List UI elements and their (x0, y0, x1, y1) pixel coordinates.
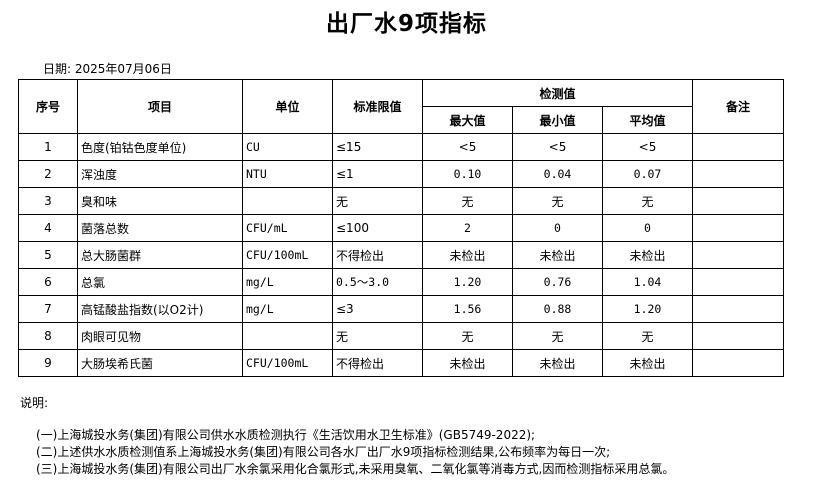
note-item: (三)上海城投水务(集团)有限公司出厂水余氯采用化合氯形式,未采用臭氧、二氧化氯… (36, 462, 675, 476)
cell-max: <5 (422, 133, 513, 161)
cell-remarks (692, 295, 784, 323)
table-row: 5 总大肠菌群 CFU/100mL 不得检出 未检出 未检出 未检出 (18, 241, 784, 269)
cell-item: 浑浊度 (77, 160, 243, 188)
header-measured: 检测值 (422, 79, 693, 107)
cell-min: 未检出 (512, 349, 603, 377)
cell-avg: 未检出 (602, 349, 693, 377)
cell-standard: 不得检出 (332, 241, 423, 269)
note-item: (一)上海城投水务(集团)有限公司供水水质检测执行《生活饮用水卫生标准》(GB5… (36, 428, 536, 442)
cell-standard: ≤100 (332, 214, 423, 242)
cell-remarks (692, 133, 784, 161)
cell-avg: 无 (602, 322, 693, 350)
header-unit: 单位 (242, 79, 333, 134)
cell-standard: ≤3 (332, 295, 423, 323)
cell-avg: 0 (602, 214, 693, 242)
cell-unit (242, 187, 333, 215)
cell-max: 无 (422, 187, 513, 215)
table-row: 8 肉眼可见物无无无无 (18, 322, 784, 350)
cell-min: 0.88 (512, 295, 603, 323)
cell-avg: 1.20 (602, 295, 693, 323)
cell-min: 无 (512, 322, 603, 350)
cell-unit: CU (242, 133, 333, 161)
cell-seq: 9 (18, 349, 78, 377)
cell-item: 臭和味 (77, 187, 243, 215)
cell-min: 0 (512, 214, 603, 242)
cell-avg: 未检出 (602, 241, 693, 269)
cell-seq: 7 (18, 295, 78, 323)
cell-min: <5 (512, 133, 603, 161)
cell-unit: CFU/mL (242, 214, 333, 242)
header-seq: 序号 (18, 79, 78, 134)
cell-item: 色度(铂钴色度单位) (77, 133, 243, 161)
table-row: 1 色度(铂钴色度单位) CU ≤15 <5 <5 <5 (18, 133, 784, 161)
cell-standard: 无 (332, 322, 423, 350)
cell-max: 2 (422, 214, 513, 242)
cell-item: 总大肠菌群 (77, 241, 243, 269)
notes-title: 说明: (20, 396, 49, 410)
cell-standard: ≤15 (332, 133, 423, 161)
cell-unit: mg/L (242, 295, 333, 323)
cell-remarks (692, 241, 784, 269)
table-row: 4 菌落总数 CFU/mL ≤100 2 0 0 (18, 214, 784, 242)
cell-max: 未检出 (422, 349, 513, 377)
cell-standard: 不得检出 (332, 349, 423, 377)
cell-seq: 8 (18, 322, 78, 350)
cell-seq: 6 (18, 268, 78, 296)
cell-remarks (692, 268, 784, 296)
table-row: 7 高锰酸盐指数(以O2计) mg/L ≤3 1.56 0.88 1.20 (18, 295, 784, 323)
report-date: 日期: 2025年07月06日 (43, 62, 172, 76)
cell-min: 0.04 (512, 160, 603, 188)
header-standard: 标准限值 (332, 79, 423, 134)
water-quality-table: 序号 项目 单位 标准限值 检测值 备注 最大值 最小值 平均值 1 色度(铂钴色… (18, 79, 784, 377)
table-row: 2 浑浊度 NTU ≤1 0.10 0.04 0.07 (18, 160, 784, 188)
cell-remarks (692, 322, 784, 350)
cell-item: 肉眼可见物 (77, 322, 243, 350)
cell-max: 0.10 (422, 160, 513, 188)
cell-unit: CFU/100mL (242, 349, 333, 377)
cell-max: 无 (422, 322, 513, 350)
cell-unit: CFU/100mL (242, 241, 333, 269)
cell-standard: 0.5～3.0 (332, 268, 423, 296)
cell-remarks (692, 187, 784, 215)
table-row: 6 总氯 mg/L 0.5～3.0 1.20 0.76 1.04 (18, 268, 784, 296)
cell-remarks (692, 214, 784, 242)
cell-min: 无 (512, 187, 603, 215)
cell-min: 未检出 (512, 241, 603, 269)
cell-item: 菌落总数 (77, 214, 243, 242)
cell-seq: 2 (18, 160, 78, 188)
header-item: 项目 (77, 79, 243, 134)
cell-avg: <5 (602, 133, 693, 161)
cell-remarks (692, 160, 784, 188)
cell-min: 0.76 (512, 268, 603, 296)
cell-standard: 无 (332, 187, 423, 215)
cell-avg: 0.07 (602, 160, 693, 188)
cell-seq: 3 (18, 187, 78, 215)
cell-item: 高锰酸盐指数(以O2计) (77, 295, 243, 323)
cell-item: 大肠埃希氏菌 (77, 349, 243, 377)
cell-standard: ≤1 (332, 160, 423, 188)
table-row: 3 臭和味无无无无 (18, 187, 784, 215)
page-title: 出厂水9项指标 (325, 11, 487, 37)
cell-max: 未检出 (422, 241, 513, 269)
cell-unit: NTU (242, 160, 333, 188)
cell-unit: mg/L (242, 268, 333, 296)
cell-max: 1.20 (422, 268, 513, 296)
cell-unit (242, 322, 333, 350)
cell-avg: 1.04 (602, 268, 693, 296)
note-item: (二)上述供水水质检测值系上海城投水务(集团)有限公司各水厂出厂水9项指标检测结… (36, 445, 611, 459)
header-min: 最小值 (512, 106, 603, 134)
cell-seq: 5 (18, 241, 78, 269)
header-avg: 平均值 (602, 106, 693, 134)
table-row: 9 大肠埃希氏菌 CFU/100mL 不得检出 未检出 未检出 未检出 (18, 349, 784, 377)
header-max: 最大值 (422, 106, 513, 134)
cell-item: 总氯 (77, 268, 243, 296)
cell-seq: 1 (18, 133, 78, 161)
cell-max: 1.56 (422, 295, 513, 323)
cell-remarks (692, 349, 784, 377)
cell-seq: 4 (18, 214, 78, 242)
cell-avg: 无 (602, 187, 693, 215)
header-remarks: 备注 (692, 79, 784, 134)
